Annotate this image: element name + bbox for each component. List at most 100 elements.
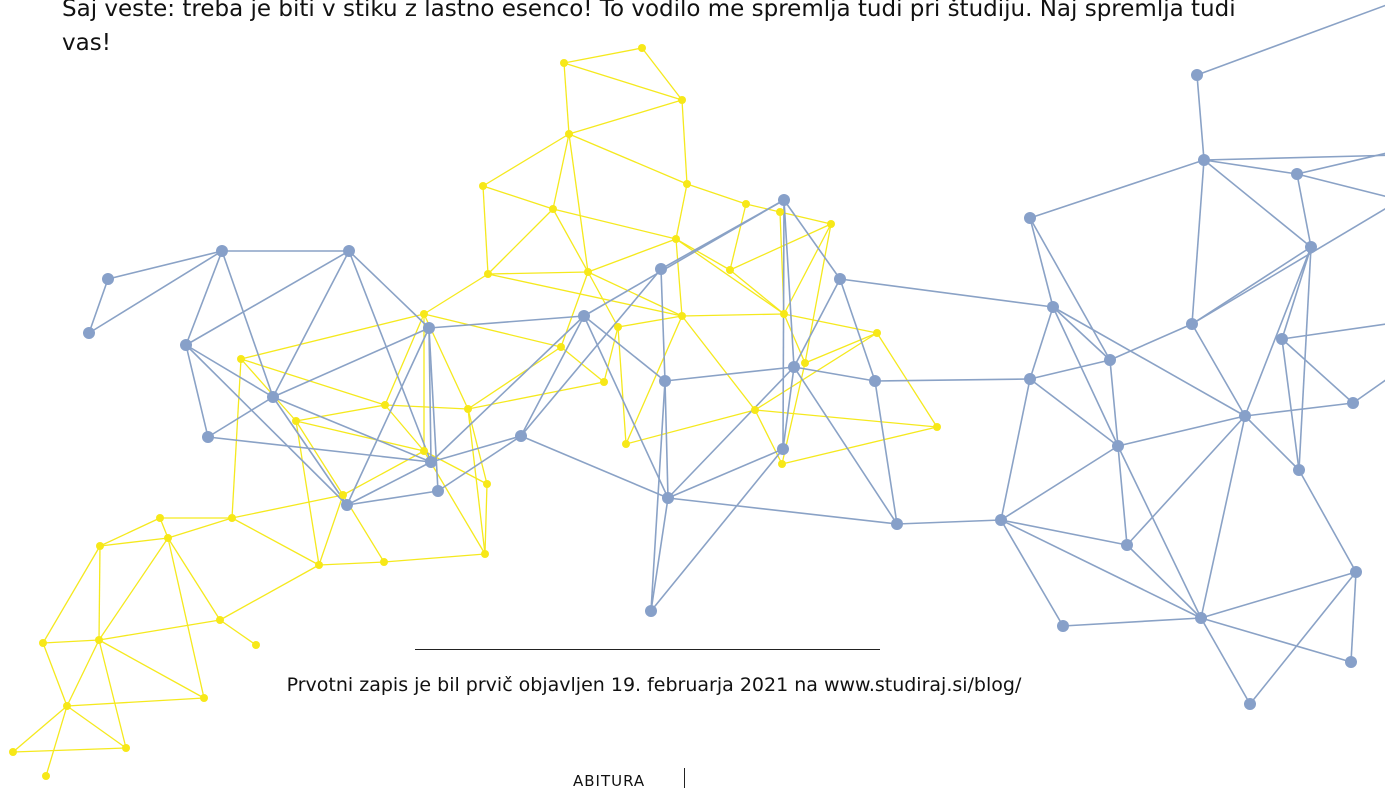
blue-link [668,449,783,498]
blue-link [1245,416,1299,470]
yellow-node [678,312,686,320]
blue-node [1347,397,1359,409]
blue-node [83,327,95,339]
blue-node [1350,566,1362,578]
blue-node [1244,698,1256,710]
blue-link [1297,174,1385,200]
blue-node [777,443,789,455]
blue-link [1197,75,1204,160]
blue-link [794,279,840,367]
blue-link [1282,339,1299,470]
network-illustration [0,0,1385,783]
blue-node [645,605,657,617]
brand-divider [684,768,685,788]
blue-link [349,251,429,328]
yellow-link [553,134,569,209]
yellow-node [42,772,50,780]
yellow-node [780,310,788,318]
yellow-node [678,96,686,104]
yellow-link [588,272,682,316]
blue-node [655,263,667,275]
yellow-node [683,180,691,188]
blue-link [665,367,794,381]
yellow-link [100,538,168,546]
yellow-link [784,224,831,314]
blue-link [222,251,273,397]
blue-link [665,381,668,498]
blue-link [840,279,1053,307]
yellow-link [241,314,424,359]
yellow-link [488,272,588,274]
blue-link [108,251,222,279]
yellow-node [380,558,388,566]
yellow-link [46,706,67,776]
blue-node [343,245,355,257]
blue-link [1001,446,1118,520]
yellow-node [164,534,172,542]
blue-link [1118,446,1201,618]
yellow-link [676,239,784,314]
source-note: Prvotni zapis je bil prvič objavljen 19.… [0,674,1308,696]
yellow-link [296,405,385,421]
yellow-link [296,421,424,451]
yellow-link [569,100,682,134]
yellow-link [296,421,319,565]
blue-node [341,499,353,511]
yellow-node [479,182,487,190]
yellow-node [292,417,300,425]
blue-node [425,456,437,468]
blue-node [1293,464,1305,476]
blue-link [521,316,584,436]
yellow-link [67,640,99,706]
yellow-link [99,620,220,640]
yellow-link [483,186,553,209]
yellow-node [381,401,389,409]
yellow-link [424,274,488,314]
blue-link [1030,379,1118,446]
yellow-link [805,333,877,363]
blue-link [1118,416,1245,446]
yellow-node [776,208,784,216]
blue-link [1282,322,1385,339]
yellow-node [751,406,759,414]
blue-link [668,367,794,498]
blue-link [1053,307,1110,360]
blue-link [347,328,429,505]
yellow-link [676,239,682,316]
blue-link [1192,160,1204,324]
yellow-link [784,314,877,333]
blue-link [1353,370,1385,403]
blue-link [784,200,794,367]
blue-link [794,367,897,524]
blue-node [1239,410,1251,422]
blue-link [668,498,897,524]
yellow-node [228,514,236,522]
yellow-node [933,423,941,431]
blue-link [1299,470,1356,572]
yellow-node [483,480,491,488]
yellow-node [156,514,164,522]
blue-node [216,245,228,257]
yellow-link [43,546,100,643]
blue-link [584,316,668,498]
separator [415,649,880,650]
blue-link [1053,307,1245,416]
blue-link [783,200,784,449]
yellow-link [682,316,755,410]
blue-link [1127,545,1201,618]
yellow-link [319,562,384,565]
blue-node [1024,373,1036,385]
blue-node [788,361,800,373]
blue-link [1030,307,1053,379]
yellow-node [9,748,17,756]
yellow-link [618,316,682,327]
blue-node [267,391,279,403]
blue-link [840,279,875,381]
blue-link [1127,416,1245,545]
yellow-link [232,359,241,518]
blue-link [186,345,208,437]
blue-node [432,485,444,497]
yellow-node [726,266,734,274]
blue-node [1345,656,1357,668]
yellow-node [481,550,489,558]
